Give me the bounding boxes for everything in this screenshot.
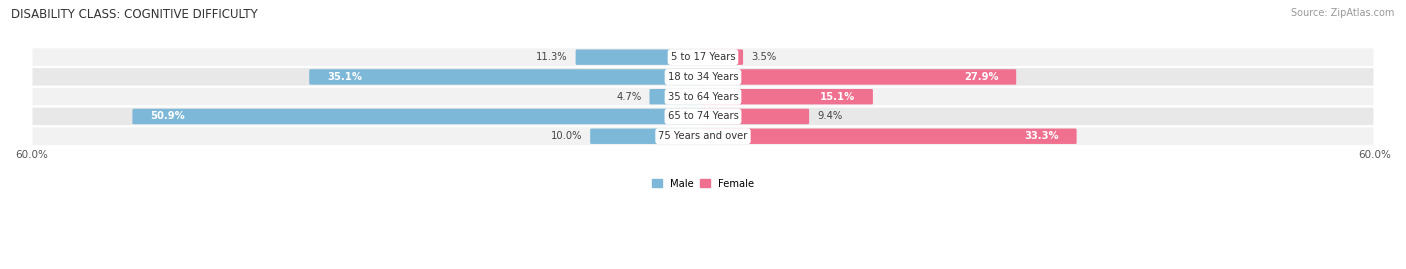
Text: 15.1%: 15.1% — [820, 92, 855, 102]
FancyBboxPatch shape — [575, 49, 704, 65]
FancyBboxPatch shape — [650, 89, 704, 104]
Text: 50.9%: 50.9% — [150, 111, 184, 122]
FancyBboxPatch shape — [31, 67, 1375, 87]
Text: 35.1%: 35.1% — [328, 72, 361, 82]
FancyBboxPatch shape — [702, 89, 873, 104]
Text: DISABILITY CLASS: COGNITIVE DIFFICULTY: DISABILITY CLASS: COGNITIVE DIFFICULTY — [11, 8, 257, 21]
FancyBboxPatch shape — [702, 49, 742, 65]
Text: 5 to 17 Years: 5 to 17 Years — [671, 52, 735, 62]
Text: 9.4%: 9.4% — [817, 111, 842, 122]
Text: 4.7%: 4.7% — [616, 92, 641, 102]
FancyBboxPatch shape — [591, 129, 704, 144]
Text: 33.3%: 33.3% — [1025, 131, 1059, 141]
Text: 10.0%: 10.0% — [551, 131, 582, 141]
FancyBboxPatch shape — [309, 69, 704, 85]
FancyBboxPatch shape — [132, 109, 704, 124]
Text: 65 to 74 Years: 65 to 74 Years — [668, 111, 738, 122]
FancyBboxPatch shape — [31, 126, 1375, 146]
FancyBboxPatch shape — [31, 107, 1375, 126]
FancyBboxPatch shape — [31, 47, 1375, 67]
FancyBboxPatch shape — [702, 129, 1077, 144]
FancyBboxPatch shape — [702, 69, 1017, 85]
FancyBboxPatch shape — [31, 87, 1375, 107]
Text: 35 to 64 Years: 35 to 64 Years — [668, 92, 738, 102]
Legend: Male, Female: Male, Female — [652, 179, 754, 189]
Text: 18 to 34 Years: 18 to 34 Years — [668, 72, 738, 82]
Text: 27.9%: 27.9% — [965, 72, 998, 82]
Text: 11.3%: 11.3% — [536, 52, 568, 62]
FancyBboxPatch shape — [702, 109, 808, 124]
Text: 75 Years and over: 75 Years and over — [658, 131, 748, 141]
Text: Source: ZipAtlas.com: Source: ZipAtlas.com — [1291, 8, 1395, 18]
Text: 3.5%: 3.5% — [751, 52, 776, 62]
